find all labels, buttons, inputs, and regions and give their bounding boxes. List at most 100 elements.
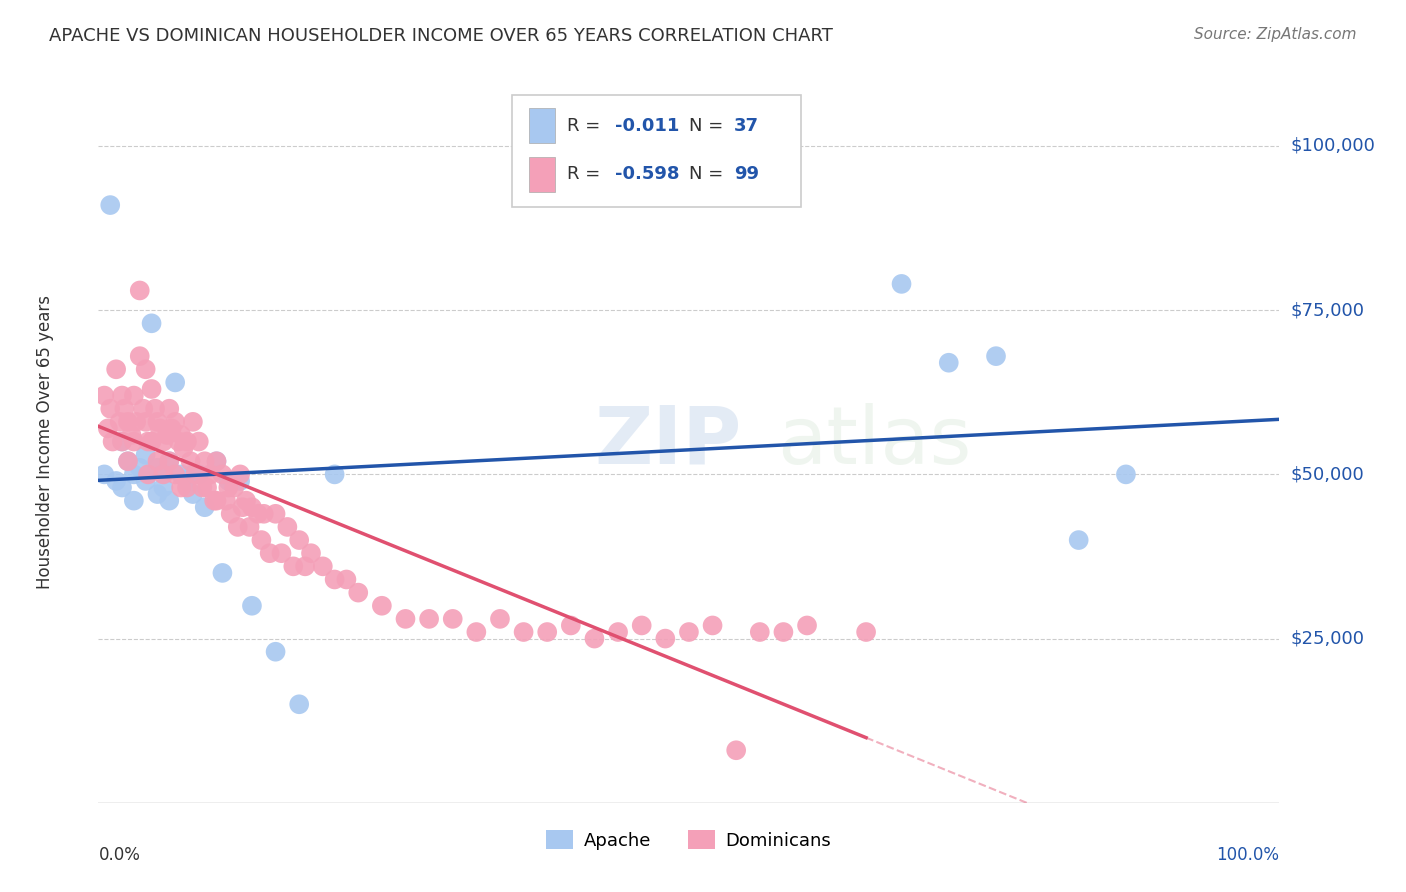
Point xyxy=(170,467,193,482)
Point xyxy=(105,474,128,488)
Legend: Apache, Dominicans: Apache, Dominicans xyxy=(537,822,841,859)
Point xyxy=(270,546,292,560)
Point xyxy=(246,507,269,521)
Point xyxy=(288,533,311,547)
Point xyxy=(465,625,488,640)
Point xyxy=(165,415,187,429)
Point xyxy=(217,481,239,495)
Text: 0.0%: 0.0% xyxy=(98,847,141,864)
Point xyxy=(93,388,115,402)
Point xyxy=(136,434,159,449)
Point xyxy=(157,454,180,468)
Point xyxy=(101,434,124,449)
Point xyxy=(156,428,179,442)
Point xyxy=(117,454,139,468)
Point xyxy=(187,467,209,482)
Point xyxy=(108,415,131,429)
Point xyxy=(224,481,246,495)
Point xyxy=(141,382,163,396)
Text: atlas: atlas xyxy=(778,402,972,481)
Point xyxy=(283,559,305,574)
Point xyxy=(111,434,134,449)
Point xyxy=(136,467,159,482)
Point xyxy=(98,401,121,416)
Point xyxy=(191,481,214,495)
Point xyxy=(176,481,198,495)
Point xyxy=(441,612,464,626)
Point xyxy=(259,546,281,560)
Point xyxy=(112,401,135,416)
Point xyxy=(170,481,193,495)
Point xyxy=(702,618,724,632)
Point xyxy=(288,698,311,712)
Point xyxy=(146,454,169,468)
Point xyxy=(152,434,174,449)
Point xyxy=(536,625,558,640)
Point xyxy=(583,632,606,646)
Point xyxy=(195,481,218,495)
Point xyxy=(165,376,187,390)
Point xyxy=(205,454,228,468)
Point xyxy=(890,277,912,291)
Text: R =: R = xyxy=(567,117,606,135)
Point xyxy=(240,500,263,515)
Point xyxy=(125,415,148,429)
Text: Householder Income Over 65 years: Householder Income Over 65 years xyxy=(37,294,55,589)
Point xyxy=(128,460,150,475)
Text: -0.011: -0.011 xyxy=(614,117,679,135)
Point xyxy=(176,434,198,449)
Point xyxy=(157,401,180,416)
Point xyxy=(200,467,222,482)
Point xyxy=(128,349,150,363)
Point xyxy=(167,434,190,449)
Point xyxy=(312,559,335,574)
Point xyxy=(141,434,163,449)
Point xyxy=(160,421,183,435)
Point xyxy=(1067,533,1090,547)
Point xyxy=(152,467,174,482)
Point xyxy=(194,454,217,468)
Point xyxy=(219,507,242,521)
Point xyxy=(938,356,960,370)
Text: 99: 99 xyxy=(734,165,759,183)
Point xyxy=(202,493,225,508)
FancyBboxPatch shape xyxy=(530,109,555,143)
Text: 37: 37 xyxy=(734,117,759,135)
Text: Source: ZipAtlas.com: Source: ZipAtlas.com xyxy=(1194,27,1357,42)
Point xyxy=(121,428,143,442)
Point xyxy=(371,599,394,613)
Point xyxy=(176,474,198,488)
Point xyxy=(394,612,416,626)
Text: R =: R = xyxy=(567,165,606,183)
Point xyxy=(157,454,180,468)
Point xyxy=(93,467,115,482)
Point xyxy=(630,618,652,632)
Point xyxy=(172,441,194,455)
Point xyxy=(165,467,187,482)
Point xyxy=(1115,467,1137,482)
Point xyxy=(135,415,157,429)
Point xyxy=(146,460,169,475)
Point xyxy=(217,474,239,488)
Point xyxy=(607,625,630,640)
Point xyxy=(276,520,298,534)
Point xyxy=(294,559,316,574)
Point xyxy=(122,467,145,482)
Point xyxy=(240,599,263,613)
Point xyxy=(264,507,287,521)
Point xyxy=(725,743,748,757)
Point xyxy=(149,421,172,435)
Point xyxy=(180,454,202,468)
Point xyxy=(512,625,534,640)
Point xyxy=(111,481,134,495)
Text: -0.598: -0.598 xyxy=(614,165,679,183)
Point xyxy=(117,454,139,468)
Point xyxy=(489,612,512,626)
Point xyxy=(253,507,276,521)
Point xyxy=(181,487,204,501)
Point xyxy=(235,493,257,508)
Point xyxy=(111,388,134,402)
Point xyxy=(170,428,193,442)
Point xyxy=(226,520,249,534)
Point xyxy=(250,533,273,547)
